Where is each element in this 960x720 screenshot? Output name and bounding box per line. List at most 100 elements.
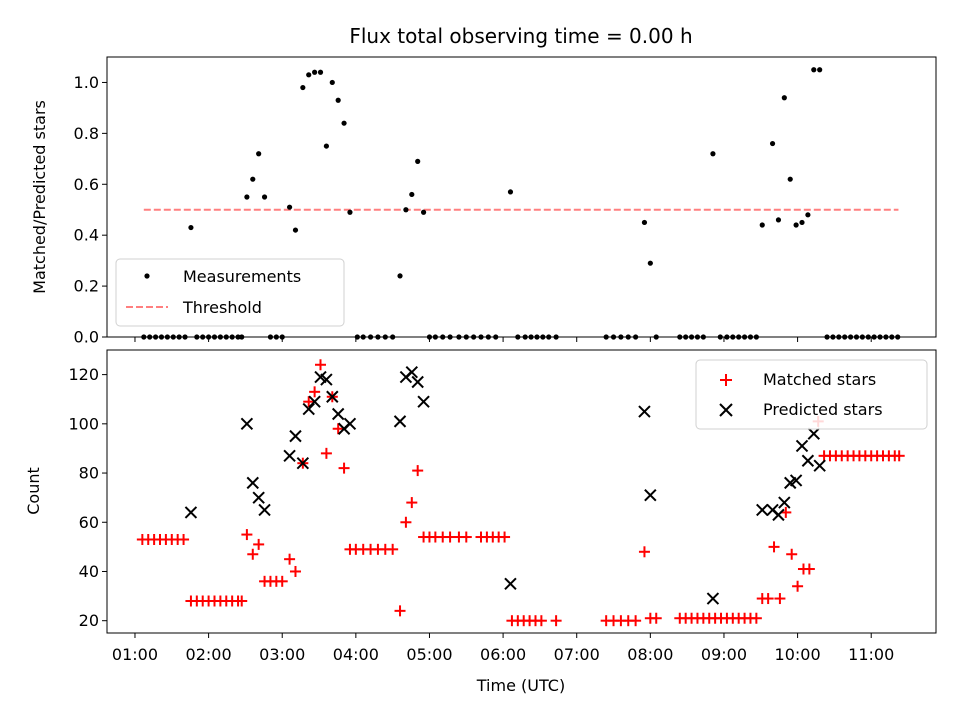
measurement-point [341,120,347,126]
legend-matched-marker [720,374,732,386]
measurement-point [805,212,811,218]
predicted-point [417,395,430,408]
top-y-ticks: 0.0 0.2 0.4 0.6 0.8 1.0 [74,73,107,347]
matched-point [276,575,288,587]
bottom-panel: 20 40 60 80 100 120 01:00 02:00 03:00 04:00 05:00… [24,349,937,695]
x-tick-label: 06:00 [480,645,526,664]
matched-point [236,595,248,607]
bottom-y-tick-label: 100 [68,414,99,433]
measurement-point [250,176,256,182]
predicted-point [240,417,254,431]
measurement-point [292,227,299,233]
predicted-point [320,373,333,386]
x-tick-label: 02:00 [186,645,232,664]
x-axis-label: Time (UTC) [476,676,565,695]
measurement-point [244,194,250,200]
predicted-point [302,402,315,416]
matched-point [499,531,511,543]
predicted-point [813,459,826,472]
measurement-point [811,67,817,73]
bottom-y-tick-label: 80 [79,464,99,483]
predicted-point [504,577,517,590]
x-tick-label: 04:00 [333,645,379,664]
bottom-y-axis-label: Count [24,467,43,515]
matched-point [241,529,253,541]
measurement-point [403,207,409,213]
measurement-point [329,79,335,86]
matched-point [394,605,406,617]
measurement-point [335,97,341,103]
predicted-point [638,405,651,418]
bottom-y-tick-label: 20 [79,611,99,630]
measurement-point [769,140,776,147]
predicted-point [289,429,302,443]
measurement-point [415,158,421,164]
matched-point [284,553,296,565]
matched-point [630,615,642,627]
top-axes-frame [106,56,937,338]
matched-point [535,615,547,627]
predicted-point [772,508,785,522]
matched-point [768,541,780,553]
top-y-tick-label: 1.0 [74,73,99,92]
predicted-point [795,439,809,453]
matched-point [406,497,418,509]
predicted-point [405,365,419,379]
bottom-y-tick-label: 40 [79,562,99,581]
bottom-y-ticks: 20 40 60 80 100 120 [68,365,107,630]
measurement-point [641,219,648,226]
bottom-axes-frame [106,349,937,634]
bottom-y-tick-label: 120 [68,365,99,384]
predicted-point [411,375,424,389]
predicted-point [252,491,265,504]
legend-threshold-label: Threshold [182,298,262,317]
matched-point [460,531,472,543]
matched-point [253,538,265,550]
legend-bottom: Matched stars Predicted stars [695,359,928,430]
measurement-point [647,260,653,266]
measurement-point [775,217,782,223]
matched-point [315,359,327,371]
measurement-point [507,189,514,195]
measurement-point [300,84,306,91]
top-y-tick-label: 0.2 [74,277,99,296]
legend-matched-label: Matched stars [763,370,876,389]
measurement-point [306,72,312,78]
matched-point [320,447,332,459]
predicted-point [283,449,296,463]
predicted-point [807,427,820,440]
x-tick-label: 07:00 [554,645,600,664]
measurement-point [323,143,329,149]
measurement-point [188,224,194,231]
x-tick-label: 01:00 [112,645,158,664]
legend-top: Measurements Threshold [115,258,345,327]
matched-point [178,533,190,545]
measurement-point [256,151,262,157]
measurement-point [347,209,353,215]
predicted-point [778,496,791,509]
x-tick-label: 03:00 [259,645,305,664]
matched-point [550,615,562,627]
matched-point [803,563,815,575]
x-tick-label: 09:00 [701,645,747,664]
predicted-point [331,407,345,421]
legend-predicted-label: Predicted stars [763,400,883,419]
predicted-point [246,476,259,490]
top-panel: 0.0 0.2 0.4 0.6 0.8 1.0 Matched/Predicted sta… [30,56,937,347]
top-y-axis-label: Matched/Predicted stars [30,100,49,294]
matched-point [786,548,798,560]
predicted-point [756,503,769,517]
measurement-point [409,191,415,198]
predicted-point [393,415,407,428]
matched-point [332,423,344,435]
matched-point [338,462,350,474]
chart-title: Flux total observing time = 0.00 h [349,24,692,48]
measurement-point [799,219,805,226]
matched-point [792,580,804,592]
bottom-y-tick-label: 60 [79,513,99,532]
matched-point [774,593,786,605]
legend-measurements-marker [144,273,150,279]
legend-predicted-marker [719,403,733,417]
measurement-point [420,209,427,215]
